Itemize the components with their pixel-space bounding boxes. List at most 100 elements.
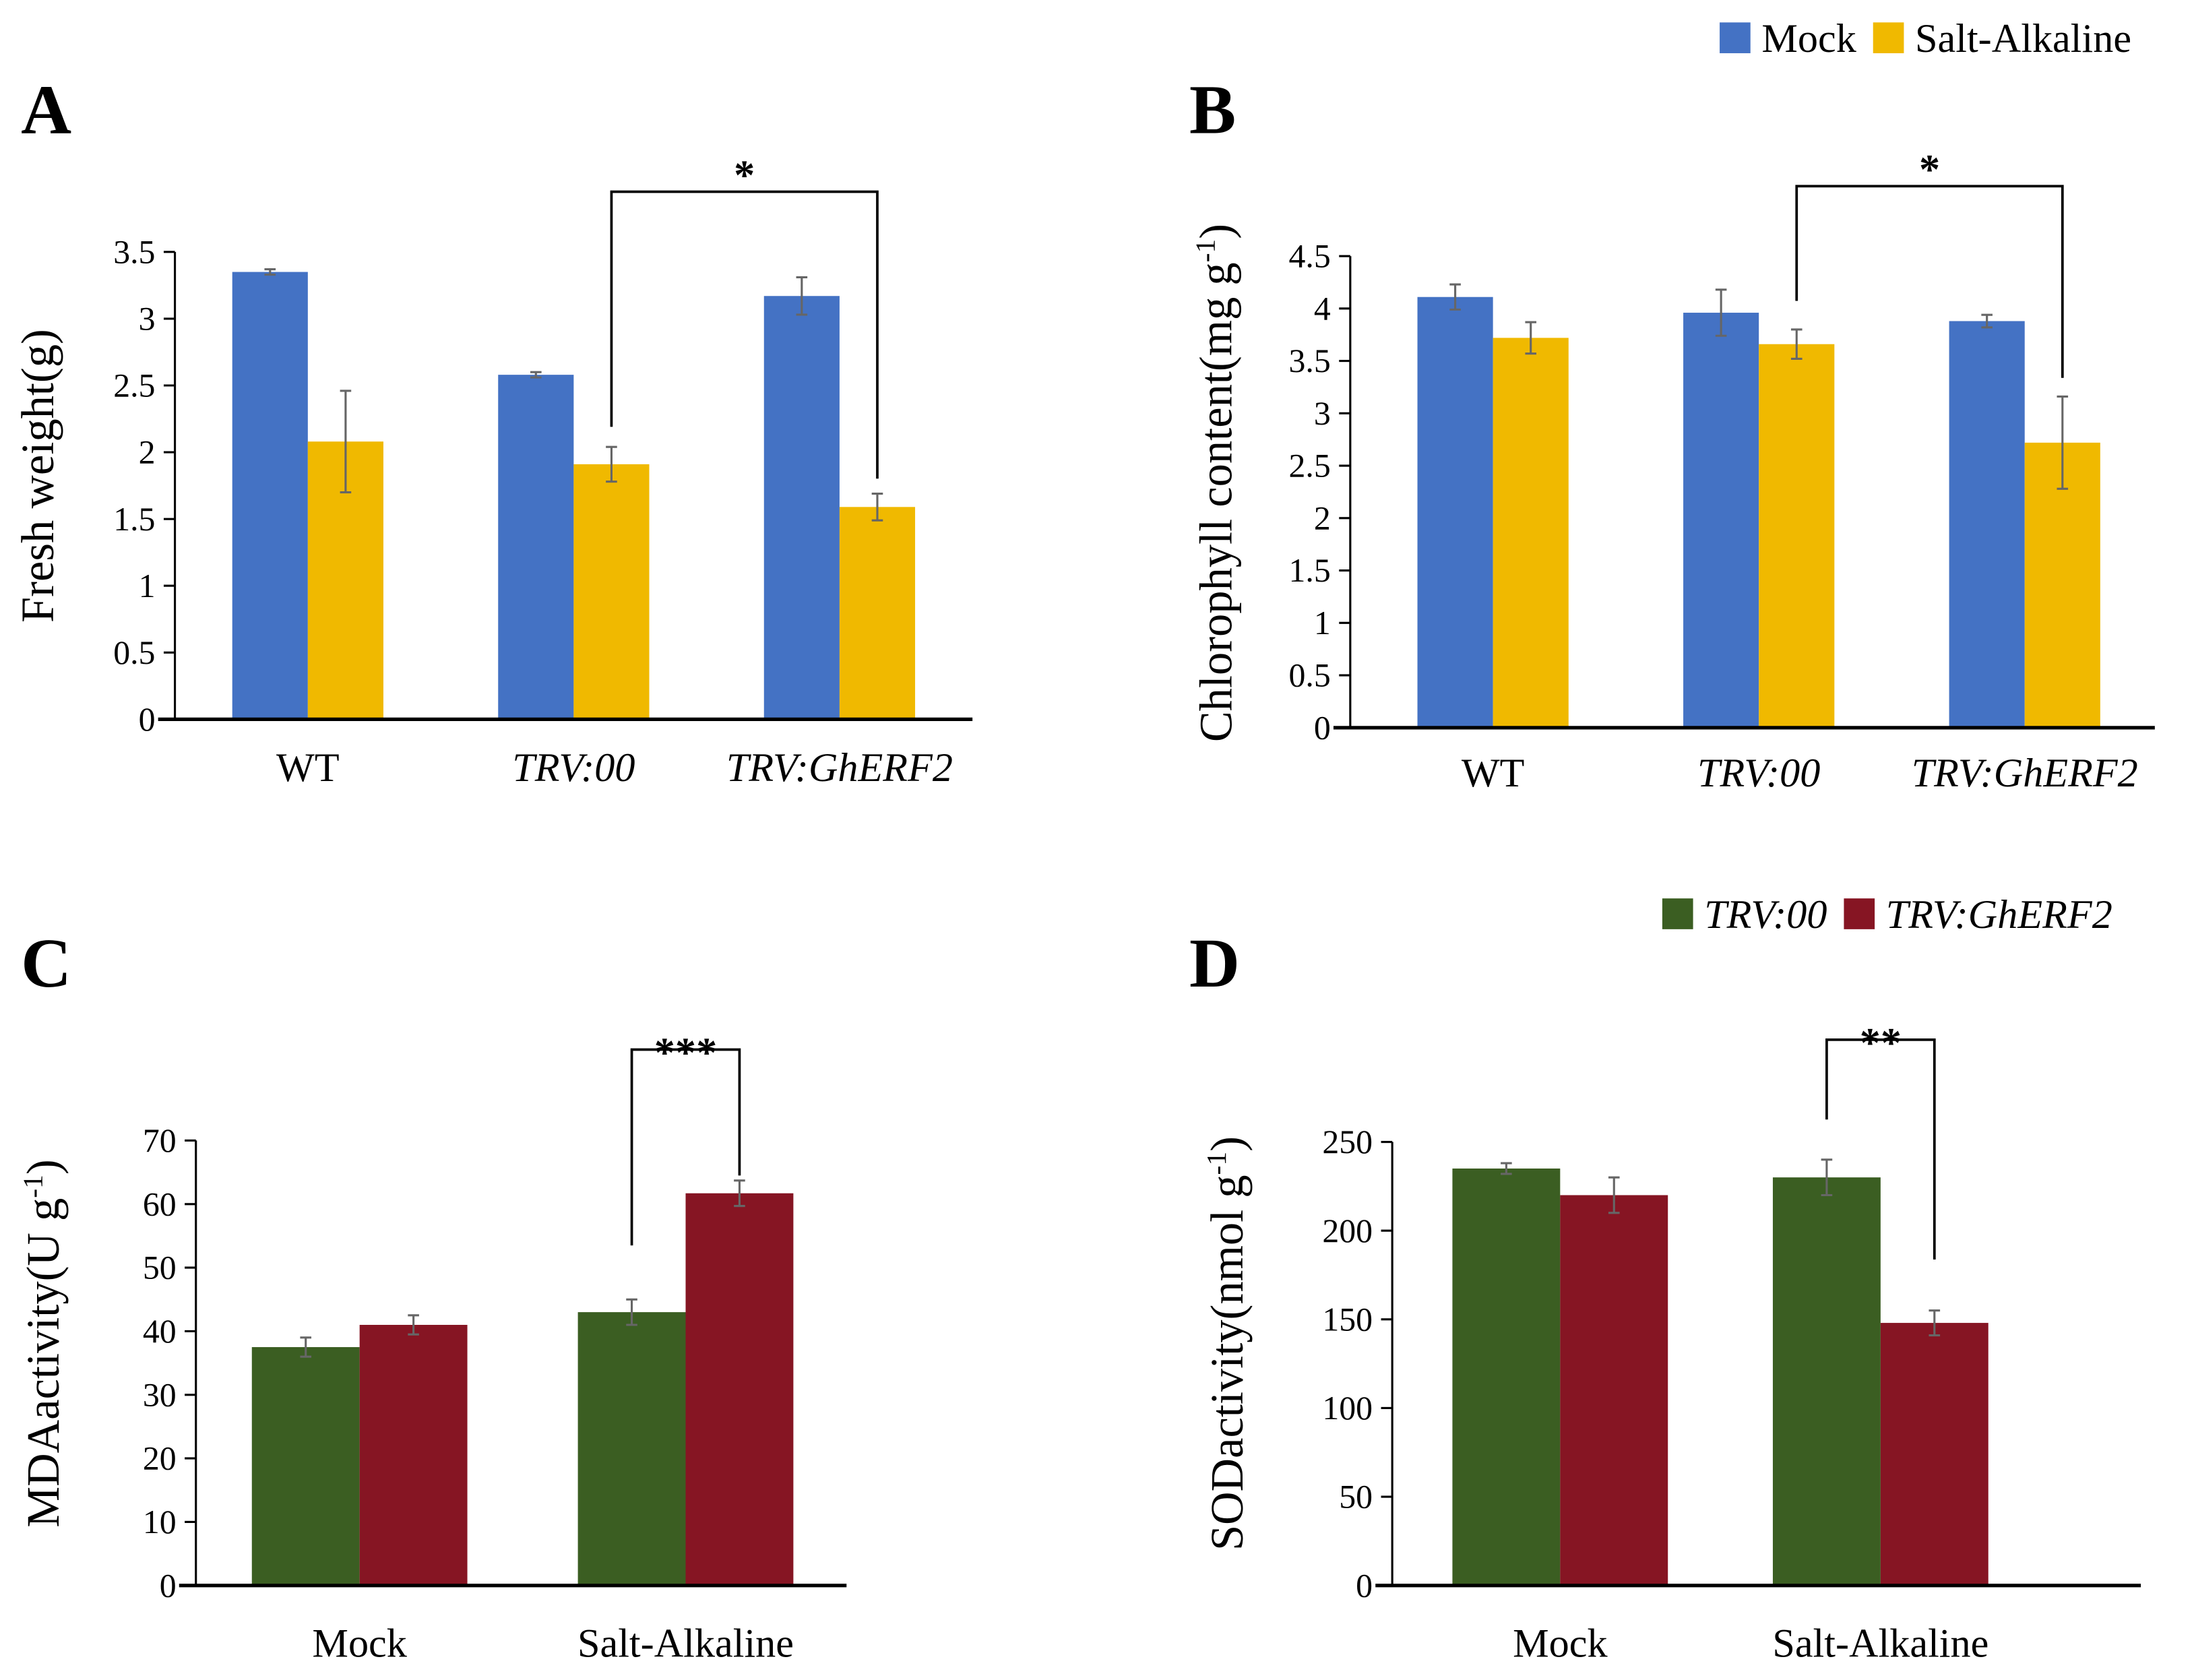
bar-trv-00-1 [1772,1177,1881,1586]
legend-swatch [1720,22,1751,53]
y-tick-label: 0.5 [1288,657,1330,694]
x-tick-label: TRV:GhERF2 [1912,751,2138,796]
legend-swatch [1662,898,1693,929]
legend-label: TRV:00 [1704,892,1827,937]
y-axis-label-text: SODactivity(nmol g [1201,1175,1253,1551]
bar-mock-1 [498,375,574,720]
bar-mock-2 [763,296,840,720]
y-tick-label: 200 [1322,1212,1373,1249]
panel-b: B Chlorophyll content(mg g-1) 0 0.5 1 1.5 2 2.5… [1189,71,2155,796]
panel-c: C MDAactivity(U g-1) 0 10 20 30 40 50 60 70 Mock Sa… [17,925,847,1667]
y-tick-label: 3.5 [113,233,155,270]
y-tick-label: 0 [1314,709,1331,746]
legend-label: TRV:GhERF2 [1886,892,2112,937]
bar-mock-2 [1949,321,2025,728]
y-tick-label: 60 [143,1185,177,1222]
bar-trv-00-0 [251,1347,360,1586]
y-tick-label: 2.5 [113,367,155,404]
x-tick-label: TRV:GhERF2 [726,745,953,790]
legend-label: Mock [1761,16,1856,61]
y-tick-label: 1.5 [113,501,155,538]
x-tick-label: WT [1462,751,1525,796]
bar-mock-1 [1683,313,1759,728]
panel-label: A [21,71,71,148]
x-tick-label: Mock [312,1621,407,1667]
bar-salt-alkaline-2 [2024,442,2100,728]
y-axis-label-superscript: -1 [17,1175,48,1198]
bar-salt-alkaline-2 [839,507,916,720]
y-tick-label: 3 [1314,395,1331,432]
significance-label: * [1919,146,1940,193]
significance-bracket [1795,185,2064,378]
legend-label: Salt-Alkaline [1915,16,2131,61]
bar-trv-gherf2-1 [1880,1323,1988,1586]
significance-label: ** [1860,1020,1902,1066]
y-tick-label: 0 [139,701,156,738]
significance-label: *** [654,1029,717,1076]
y-tick-label: 1 [1314,604,1331,642]
y-tick-label: 3 [139,301,156,338]
bar-mock-0 [1417,297,1493,728]
y-axis-label: Fresh weight(g) [12,329,63,623]
panel-label: B [1189,71,1236,148]
panel-d: D SODactivity(nmol g-1) 0 50 100 150 200 250 Moc… [1189,925,2141,1667]
significance-bracket [1825,1038,1936,1259]
y-tick-label: 1.5 [1288,552,1330,589]
y-tick-label: 0.5 [113,634,155,671]
y-tick-label: 20 [143,1440,177,1477]
bar-trv-gherf2-1 [685,1193,794,1586]
significance-label: * [734,152,755,198]
y-tick-label: 100 [1322,1390,1373,1427]
bar-trv-00-1 [577,1312,686,1586]
panel-label: D [1189,925,1240,1002]
bar-trv-gherf2-0 [1560,1195,1668,1586]
bar-salt-alkaline-1 [1759,344,1835,728]
significance-bracket [630,1048,741,1246]
significance-bracket [610,190,879,479]
y-tick-label: 50 [1339,1479,1373,1516]
y-tick-label: 2 [139,434,156,471]
panel-label: C [21,925,71,1002]
bar-salt-alkaline-0 [1493,338,1569,728]
y-axis-label-end: ) [1190,224,1241,239]
y-axis-label: MDAactivity(U g-1) [17,1159,69,1527]
bar-trv-00-0 [1452,1169,1561,1586]
y-tick-label: 150 [1322,1301,1373,1338]
x-tick-label: TRV:00 [512,745,635,790]
y-tick-label: 1 [139,567,156,604]
y-axis-label-superscript: -1 [1201,1152,1232,1175]
bar-mock-0 [232,272,308,720]
y-axis-label-text: Chlorophyll content(mg g [1190,262,1241,742]
y-axis-label-superscript: -1 [1189,239,1220,263]
x-tick-label: Salt-Alkaline [577,1621,794,1667]
y-tick-label: 250 [1322,1123,1373,1160]
y-tick-label: 4 [1314,290,1331,327]
panel-a: A Fresh weight(g) 0 0.5 1 1.5 2 2.5 3 3.5 WT TRV:00… [12,71,973,790]
x-tick-label: Mock [1513,1621,1608,1667]
bar-salt-alkaline-1 [573,464,650,720]
y-tick-label: 4.5 [1288,238,1330,275]
x-tick-label: WT [276,745,340,790]
y-axis-label: SODactivity(nmol g-1) [1201,1136,1253,1551]
y-tick-label: 0 [160,1567,177,1604]
y-axis-label-end: ) [1201,1136,1253,1152]
y-axis-label-end: ) [18,1159,69,1175]
x-tick-label: TRV:00 [1697,751,1820,796]
legend-bottom: TRV:00 TRV:GhERF2 [1662,892,2112,937]
y-tick-label: 2.5 [1288,447,1330,485]
y-tick-label: 40 [143,1313,177,1350]
y-tick-label: 70 [143,1122,177,1159]
y-axis-label: Chlorophyll content(mg g-1) [1189,224,1241,742]
y-tick-label: 0 [1356,1567,1373,1604]
x-tick-label: Salt-Alkaline [1772,1621,1988,1667]
bar-trv-gherf2-0 [359,1325,468,1586]
y-tick-label: 30 [143,1376,177,1413]
legend-top: Mock Salt-Alkaline [1720,16,2131,61]
y-axis-label-text: Fresh weight(g) [12,329,63,623]
legend-swatch [1873,22,1904,53]
legend-swatch [1844,898,1875,929]
y-axis-label-text: MDAactivity(U g [18,1198,69,1528]
y-tick-label: 10 [143,1503,177,1541]
y-tick-label: 50 [143,1249,177,1286]
